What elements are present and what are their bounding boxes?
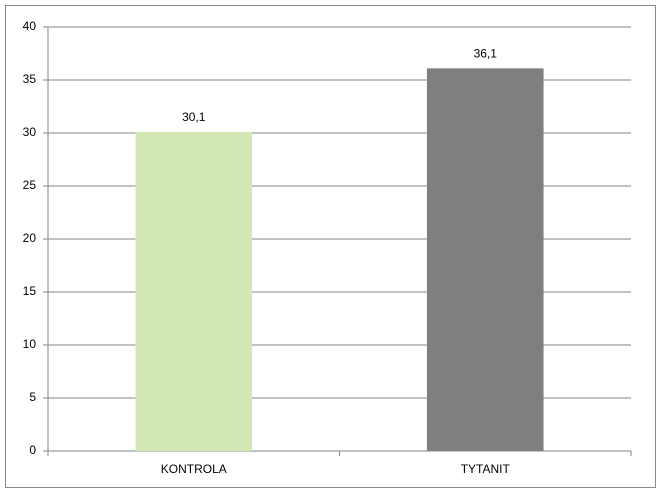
y-tick-label: 35 <box>23 72 37 86</box>
value-label: 36,1 <box>474 47 498 61</box>
y-tick-label: 20 <box>23 231 37 245</box>
x-tick-label: TYTANIT <box>461 462 511 476</box>
y-tick-label: 30 <box>23 125 37 139</box>
y-tick-label: 40 <box>23 19 37 33</box>
y-tick-label: 15 <box>23 284 37 298</box>
value-label: 30,1 <box>182 110 206 124</box>
bar <box>426 68 544 451</box>
y-tick-label: 25 <box>23 178 37 192</box>
x-tick-label: KONTROLA <box>161 462 227 476</box>
chart-border <box>5 5 656 488</box>
y-tick-label: 10 <box>23 337 37 351</box>
bar <box>135 131 253 451</box>
y-tick-label: 0 <box>29 443 36 457</box>
y-tick-label: 5 <box>29 390 36 404</box>
